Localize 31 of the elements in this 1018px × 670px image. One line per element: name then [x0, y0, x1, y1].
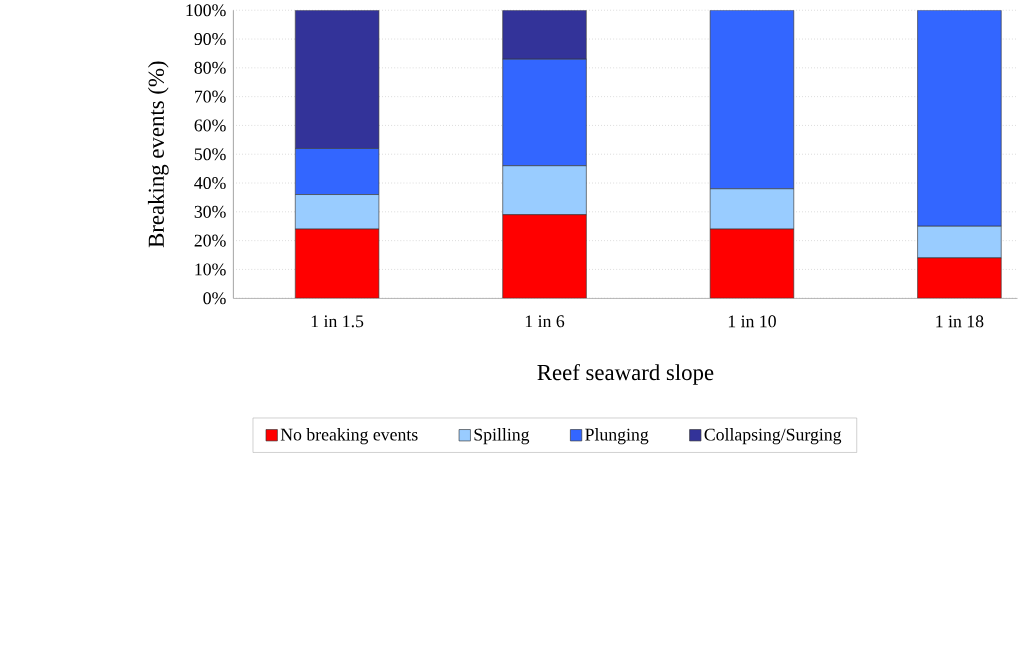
- y-axis-title: Breaking events (%): [147, 61, 169, 248]
- x-tick-label: 1 in 6: [525, 315, 565, 328]
- bar: [709, 10, 795, 190]
- y-tick-label: 20%: [194, 234, 226, 247]
- y-tick-label: 90%: [194, 33, 226, 46]
- bar: [294, 10, 380, 149]
- bar: [294, 228, 380, 299]
- x-axis-title: Reef seaward slope: [537, 364, 714, 385]
- legend-label: Collapsing/Surging: [704, 428, 842, 445]
- y-tick-label: 10%: [195, 263, 226, 276]
- legend-label: Spilling: [474, 428, 530, 445]
- legend-label: Plunging: [585, 428, 649, 445]
- bar: [294, 148, 380, 196]
- bar: [709, 228, 795, 299]
- y-tick-label: 80%: [194, 61, 226, 74]
- bar: [502, 59, 587, 167]
- x-tick-label: 1 in 1.5: [311, 315, 364, 328]
- y-tick-label: 0%: [203, 292, 226, 305]
- y-tick-label: 30%: [194, 205, 226, 218]
- y-tick-label: 100%: [186, 4, 226, 17]
- y-tick-label: 60%: [194, 119, 226, 132]
- bar: [502, 10, 587, 60]
- y-tick-label: 40%: [194, 177, 226, 190]
- bar: [917, 10, 1002, 227]
- legend-label: No breaking events: [280, 428, 418, 445]
- x-tick-label: 1 in 18: [936, 315, 984, 328]
- x-tick-label: 1 in 10: [728, 315, 776, 328]
- y-tick-label: 50%: [194, 148, 226, 161]
- bar: [502, 214, 587, 299]
- y-tick-label: 70%: [195, 90, 226, 103]
- bar: [917, 257, 1002, 299]
